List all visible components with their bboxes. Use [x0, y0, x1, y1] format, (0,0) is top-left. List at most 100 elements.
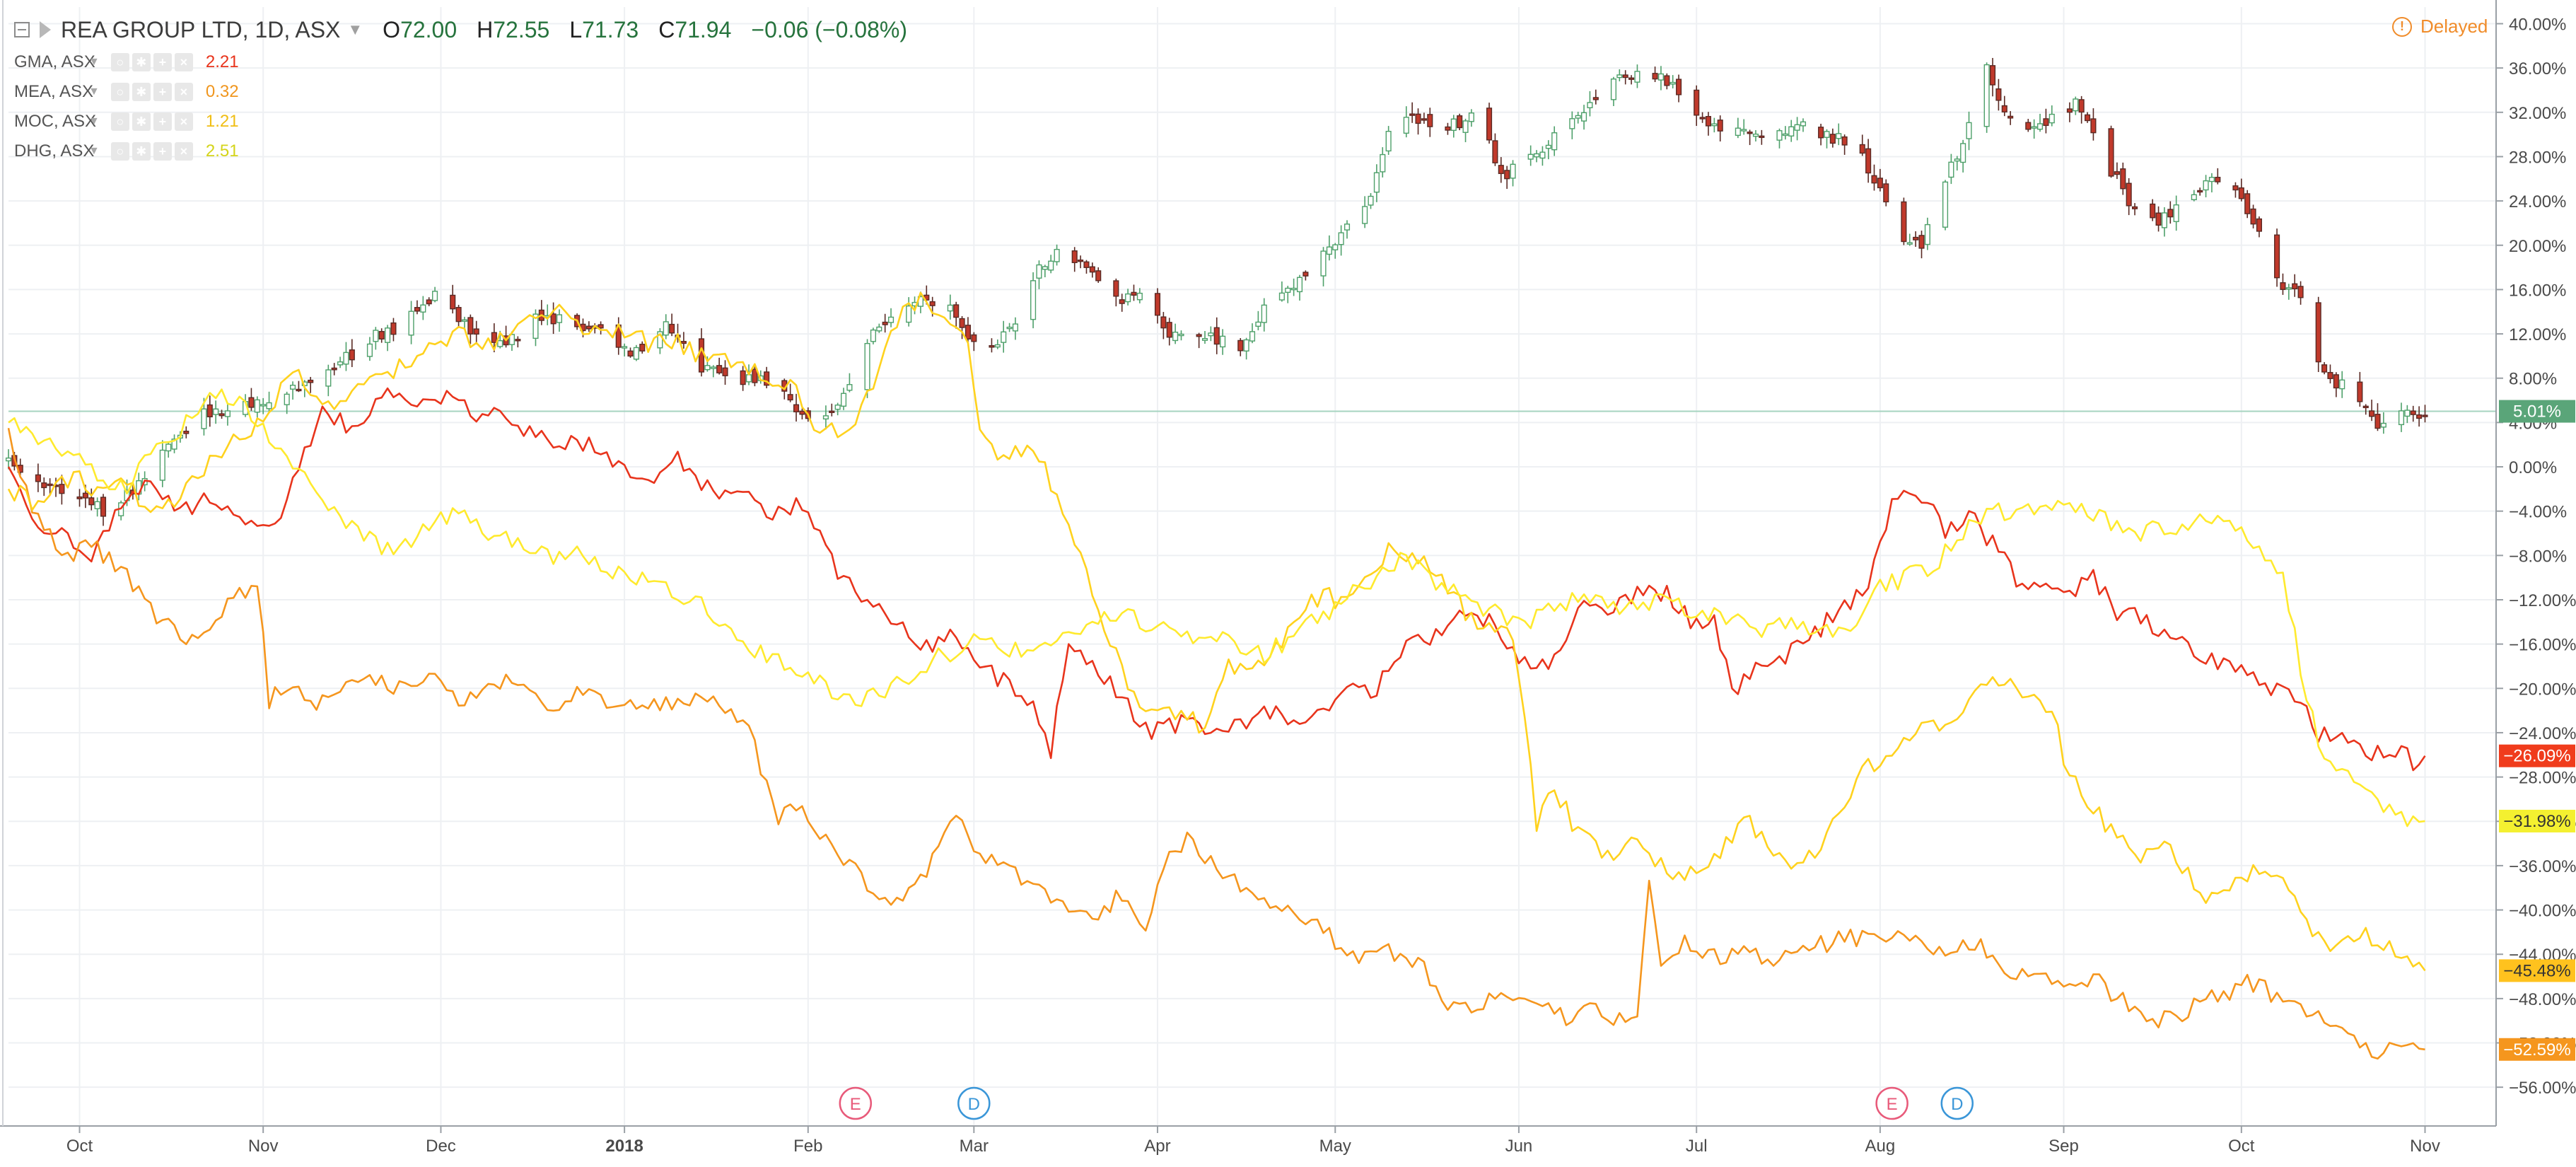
candle-body [2422, 414, 2428, 417]
candle-body [2256, 218, 2263, 232]
candle [2150, 199, 2156, 221]
eye-icon[interactable]: ○ [110, 112, 129, 131]
candle-body [799, 410, 805, 415]
candle-body [1788, 126, 1795, 137]
candle-body [1539, 151, 1546, 159]
chevron-down-icon[interactable]: ▼ [88, 86, 100, 98]
candle-body [1694, 89, 1700, 116]
compare-row-mea[interactable]: MEA, ASX ▼ ○ ✱ + × 0.32 [14, 78, 239, 106]
event-marker-d[interactable]: D [957, 1086, 991, 1120]
flag-icon[interactable] [40, 21, 51, 38]
chevron-down-icon[interactable]: ▼ [88, 115, 100, 127]
eye-icon[interactable]: ○ [110, 142, 129, 161]
candle-body [1664, 75, 1670, 86]
candle-body [1622, 74, 1628, 79]
candle [1154, 288, 1161, 324]
chevron-down-icon[interactable]: ▼ [88, 145, 100, 157]
plus-icon[interactable]: + [153, 112, 172, 131]
candle-body [473, 328, 479, 335]
delayed-badge[interactable]: ! Delayed [2392, 16, 2488, 37]
series-line-gma [7, 387, 2426, 772]
candle-body [840, 393, 847, 407]
candle [882, 313, 888, 333]
candle-body [1083, 261, 1090, 268]
close-icon[interactable]: × [174, 83, 193, 101]
candle [2315, 296, 2321, 373]
compare-symbol-name[interactable]: MOC, ASX [14, 112, 97, 131]
candle-body [1278, 292, 1285, 301]
eye-icon[interactable]: ○ [110, 83, 129, 101]
plus-icon[interactable]: + [153, 142, 172, 161]
candle [2167, 201, 2174, 224]
candle [1290, 278, 1297, 296]
event-circle[interactable] [1940, 1086, 1974, 1120]
candle-body [1160, 316, 1167, 329]
gear-icon[interactable]: ✱ [132, 53, 151, 71]
candle [308, 376, 314, 393]
candle-body [1966, 122, 1972, 139]
compare-symbol-name[interactable]: MEA, ASX [14, 82, 94, 101]
compare-symbol-name[interactable]: GMA, ASX [14, 52, 95, 71]
candle [829, 403, 835, 417]
candle-body [1995, 88, 2002, 101]
event-marker-d[interactable]: D [1940, 1086, 1974, 1120]
candle-body [989, 345, 995, 348]
symbol-title[interactable]: REA GROUP LTD, 1D, ASX [61, 16, 341, 42]
candle [1160, 312, 1167, 339]
close-icon[interactable]: × [174, 53, 193, 71]
y-tick-label: −24.00% [2509, 724, 2576, 743]
last-value-rea: 5.01% [2499, 400, 2575, 423]
event-marker-e[interactable]: E [839, 1086, 873, 1120]
x-tick-label: Mar [960, 1137, 989, 1156]
chevron-down-icon[interactable]: ▼ [88, 56, 100, 68]
event-marker-e[interactable]: E [1875, 1086, 1908, 1120]
candle [1966, 111, 1972, 151]
event-circle[interactable] [1875, 1086, 1908, 1120]
compare-row-gma[interactable]: GMA, ASX ▼ ○ ✱ + × 2.21 [14, 48, 239, 76]
candle [1794, 117, 1800, 141]
gear-icon[interactable]: ✱ [132, 83, 151, 101]
candle-body [47, 483, 53, 487]
close-icon[interactable]: × [174, 142, 193, 161]
gear-icon[interactable]: ✱ [132, 142, 151, 161]
candle [1125, 289, 1131, 306]
candle-body [2043, 118, 2049, 127]
y-tick-label: 8.00% [2509, 370, 2557, 389]
candle-body [1610, 79, 1616, 100]
candle-body [663, 321, 669, 336]
candle [2422, 405, 2428, 423]
event-circle[interactable] [839, 1086, 873, 1120]
candle [254, 396, 260, 419]
candle [1113, 278, 1119, 307]
compare-row-moc[interactable]: MOC, ASX ▼ ○ ✱ + × 1.21 [14, 108, 239, 136]
candle [971, 332, 977, 352]
candle [1836, 123, 1842, 146]
compare-row-dhg[interactable]: DHG, ASX ▼ ○ ✱ + × 2.51 [14, 137, 239, 166]
candle [1545, 140, 1551, 160]
candle [710, 365, 716, 378]
candle [337, 356, 344, 368]
candle-body [1362, 206, 1368, 224]
ohlc-open: O72.00 [383, 16, 457, 42]
candle [834, 402, 841, 416]
eye-icon[interactable]: ○ [110, 53, 129, 71]
candle-body [1385, 131, 1392, 152]
plus-icon[interactable]: + [153, 53, 172, 71]
candle-body [1699, 117, 1706, 120]
candle-body [947, 304, 953, 312]
candle-body [1012, 323, 1019, 332]
collapse-icon[interactable] [14, 22, 30, 37]
compare-symbol-name[interactable]: DHG, ASX [14, 141, 95, 161]
event-label: D [1951, 1095, 1963, 1114]
candle [2297, 281, 2304, 305]
plus-icon[interactable]: + [153, 83, 172, 101]
gear-icon[interactable]: ✱ [132, 112, 151, 131]
chevron-down-icon[interactable]: ▼ [347, 21, 363, 38]
candle-body [704, 365, 711, 371]
close-icon[interactable]: × [174, 112, 193, 131]
event-circle[interactable] [957, 1086, 991, 1120]
candle [1332, 243, 1339, 259]
candle [1995, 79, 2002, 111]
